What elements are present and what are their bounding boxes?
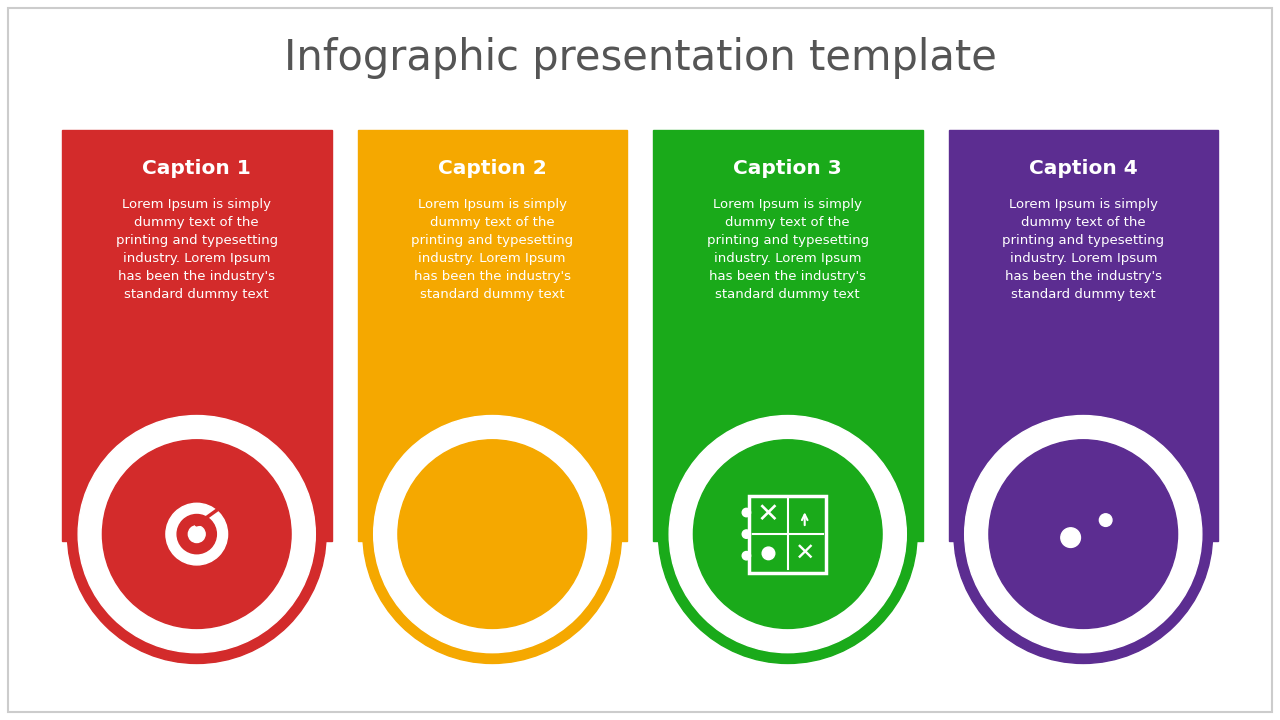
Text: Caption 3: Caption 3 [733,158,842,178]
Bar [485,522,498,554]
Bar [357,130,627,541]
Circle shape [1100,514,1112,526]
Circle shape [374,415,611,653]
Circle shape [188,526,205,543]
Text: Lorem Ipsum is simply
dummy text of the
printing and typesetting
industry. Lorem: Lorem Ipsum is simply dummy text of the … [115,198,278,301]
Circle shape [742,508,750,517]
Circle shape [155,492,239,576]
Bar [749,495,827,572]
Text: Caption 1: Caption 1 [142,158,251,178]
Bar [466,533,479,554]
Circle shape [762,547,774,559]
Circle shape [742,530,750,539]
Circle shape [177,515,216,554]
Circle shape [398,440,586,629]
Circle shape [965,415,1202,653]
Circle shape [669,415,906,653]
Bar [504,512,517,554]
Circle shape [954,405,1212,663]
Circle shape [694,440,882,629]
Circle shape [364,405,622,663]
Text: ✕: ✕ [795,541,815,565]
Circle shape [1061,528,1080,547]
Circle shape [68,405,326,663]
Text: Lorem Ipsum is simply
dummy text of the
printing and typesetting
industry. Lorem: Lorem Ipsum is simply dummy text of the … [707,198,869,301]
Text: Lorem Ipsum is simply
dummy text of the
printing and typesetting
industry. Lorem: Lorem Ipsum is simply dummy text of the … [1002,198,1165,301]
Text: Infographic presentation template: Infographic presentation template [284,37,996,79]
Circle shape [166,503,228,565]
Text: Caption 2: Caption 2 [438,158,547,178]
Circle shape [78,415,315,653]
Bar [61,130,332,541]
Text: Lorem Ipsum is simply
dummy text of the
printing and typesetting
industry. Lorem: Lorem Ipsum is simply dummy text of the … [411,198,573,301]
Text: Caption 4: Caption 4 [1029,158,1138,178]
Circle shape [658,405,916,663]
Bar [948,130,1219,541]
Text: ✕: ✕ [756,502,780,528]
Polygon shape [1085,501,1125,539]
Circle shape [742,552,750,560]
Bar [653,130,923,541]
Polygon shape [1041,508,1100,567]
Circle shape [989,440,1178,629]
Circle shape [102,440,291,629]
Bar [749,495,827,572]
